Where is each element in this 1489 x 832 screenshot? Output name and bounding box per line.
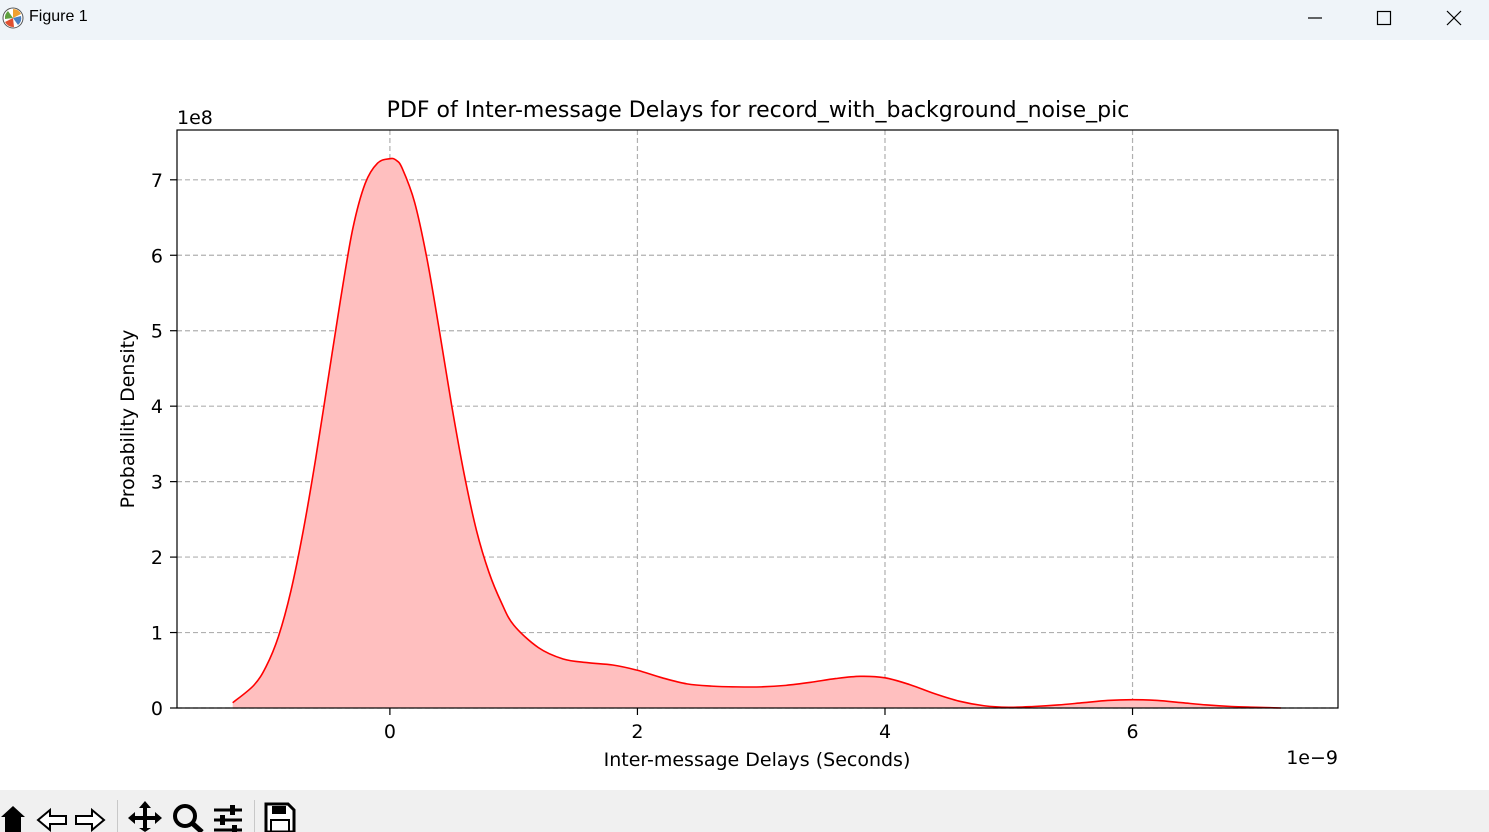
back-button[interactable]	[36, 790, 68, 832]
y-tick-label: 3	[151, 472, 163, 494]
figure-canvas: 0 2 4 6 0 1 2 3 4 5 6 7 PDF of Inter-message Delays…	[0, 40, 1489, 790]
configure-subplots-icon	[214, 805, 242, 832]
y-axis-label: Probability Density	[117, 330, 139, 509]
density-area-fill	[232, 158, 1282, 708]
y-tick-label: 2	[151, 547, 163, 569]
chart-title: PDF of Inter-message Delays for record_w…	[387, 98, 1130, 123]
save-icon	[264, 802, 296, 832]
forward-button[interactable]	[74, 790, 106, 832]
y-tick-label: 1	[151, 623, 163, 645]
save-button[interactable]	[264, 790, 296, 832]
y-tick-label: 6	[151, 245, 163, 267]
maximize-icon	[1376, 10, 1392, 26]
tick-layer: 0 2 4 6 0 1 2 3 4 5 6 7	[151, 170, 1139, 743]
y-tick-label: 0	[151, 698, 163, 720]
zoom-button[interactable]	[170, 790, 206, 832]
close-icon	[1446, 10, 1462, 26]
x-tick-label: 0	[384, 721, 396, 743]
x-axis-label: Inter-message Delays (Seconds)	[604, 749, 911, 771]
x-tick-label: 2	[631, 721, 643, 743]
y-tick-label: 5	[151, 321, 163, 343]
x-tick-label: 4	[879, 721, 891, 743]
home-icon	[1, 806, 25, 832]
toolbar-separator	[117, 800, 118, 832]
pan-icon	[128, 801, 162, 832]
x-offset-label: 1e−9	[1286, 747, 1338, 769]
matplotlib-logo-icon	[2, 7, 24, 29]
zoom-icon	[173, 804, 204, 832]
y-tick-label: 4	[151, 396, 163, 418]
minimize-button[interactable]	[1285, 0, 1345, 36]
y-tick-label: 7	[151, 170, 163, 192]
axes-frame	[176, 129, 1339, 709]
home-button[interactable]	[0, 790, 30, 832]
navigation-toolbar	[0, 790, 1489, 832]
configure-subplots-button[interactable]	[212, 790, 244, 832]
window-titlebar: Figure 1	[0, 0, 1489, 40]
pan-button[interactable]	[127, 790, 163, 832]
window-title: Figure 1	[29, 8, 88, 25]
close-button[interactable]	[1424, 0, 1484, 36]
minimize-icon	[1308, 17, 1322, 19]
forward-arrow-icon	[75, 807, 106, 832]
y-offset-label: 1e8	[177, 107, 213, 129]
density-line	[232, 157, 1282, 709]
pdf-chart: 0 2 4 6 0 1 2 3 4 5 6 7 PDF of Inter-message Delays…	[117, 98, 1339, 771]
maximize-button[interactable]	[1354, 0, 1414, 36]
toolbar-separator	[254, 800, 255, 832]
back-arrow-icon	[36, 807, 67, 832]
x-tick-label: 6	[1126, 721, 1138, 743]
